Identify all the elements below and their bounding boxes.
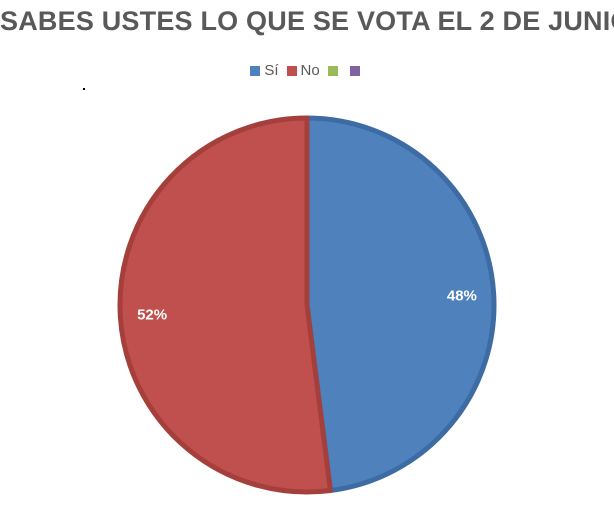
chart-title: SABES USTES LO QUE SE VOTA EL 2 DE JUNIO	[0, 6, 614, 36]
legend-item-0: Sí	[250, 62, 279, 80]
pie-slice-0	[304, 115, 497, 494]
pie-slice-1	[117, 115, 333, 495]
legend-swatch-3	[349, 66, 360, 76]
slice-data-label-1: 52%	[137, 307, 167, 324]
slice-data-label-0: 48%	[447, 287, 477, 304]
stray-mark	[83, 88, 85, 90]
legend-label-1: No	[300, 62, 320, 79]
legend-item-1: No	[286, 62, 320, 80]
legend-swatch-0	[250, 66, 261, 76]
legend-swatch-2	[327, 66, 338, 76]
legend: Sí No	[0, 62, 614, 80]
legend-swatch-1	[286, 66, 297, 76]
legend-item-2	[327, 66, 342, 76]
legend-label-0: Sí	[264, 62, 279, 79]
legend-item-3	[349, 66, 364, 76]
